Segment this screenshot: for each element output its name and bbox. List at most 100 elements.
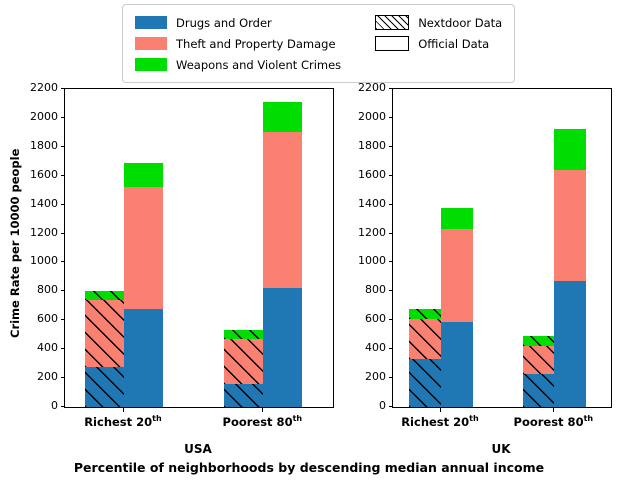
- y-tick-mark: [389, 348, 393, 350]
- legend-label-theft: Theft and Property Damage: [176, 36, 336, 51]
- y-tick-mark: [389, 116, 393, 118]
- y-tick-label: 2200: [358, 81, 386, 94]
- y-tick-label: 1000: [358, 254, 386, 268]
- y-tick-label: 1000: [30, 254, 58, 268]
- y-tick-label: 600: [37, 312, 58, 326]
- y-tick-mark: [61, 406, 65, 407]
- y-tick-label: 400: [365, 341, 386, 355]
- legend-col-sources: Nextdoor Data Official Data: [375, 12, 502, 75]
- subplot-usa: USA 0 200 400 600 800 1000 1200 1400 1600 1800 200…: [18, 81, 336, 476]
- y-tick-mark: [389, 377, 393, 379]
- legend-item-weapons: Weapons and Violent Crimes: [135, 54, 341, 75]
- y-tick-label: 200: [365, 370, 386, 384]
- y-tick-mark: [61, 261, 65, 263]
- y-tick-mark: [389, 406, 393, 407]
- x-tick-label: Richest 20th: [53, 414, 193, 429]
- y-tick-mark: [61, 174, 65, 176]
- x-tick-label-sup: th: [583, 414, 594, 423]
- legend-label-drugs: Drugs and Order: [176, 15, 272, 30]
- y-tick-mark: [61, 377, 65, 379]
- y-tick-label: 1200: [30, 225, 58, 239]
- bar-segment: [409, 308, 441, 319]
- y-tick-mark: [389, 319, 393, 321]
- bar-segment: [409, 359, 441, 407]
- bar-segment: [263, 288, 303, 407]
- y-tick-mark: [389, 232, 393, 234]
- bar-segment: [440, 321, 473, 407]
- y-tick-mark: [61, 116, 65, 118]
- bar-segment: [263, 132, 303, 289]
- y-tick-mark: [61, 232, 65, 234]
- x-tick-label: Poorest 80th: [192, 414, 332, 429]
- bar-segment: [123, 162, 163, 188]
- x-tick-label-text: Poorest 80: [222, 414, 293, 429]
- legend-swatch-theft-icon: [135, 37, 167, 50]
- legend-swatch-drugs-icon: [135, 16, 167, 29]
- y-tick-mark: [389, 174, 393, 176]
- legend-label-weapons: Weapons and Violent Crimes: [176, 57, 342, 72]
- x-tick-label-text: Richest 20: [401, 414, 470, 429]
- bar-segment: [522, 373, 555, 407]
- y-tick-label: 1800: [30, 138, 58, 152]
- x-tick-label: Poorest 80th: [483, 414, 618, 429]
- y-tick-label: 600: [365, 312, 386, 326]
- plot-area-usa: [64, 88, 334, 408]
- y-tick-mark: [61, 145, 65, 147]
- y-tick-mark: [61, 319, 65, 321]
- bar-segment: [409, 318, 441, 360]
- bar-segment: [522, 336, 555, 347]
- y-tick-label: 0: [379, 399, 386, 412]
- y-tick-label: 1600: [30, 167, 58, 181]
- y-tick-mark: [61, 348, 65, 350]
- bar-segment: [224, 383, 264, 407]
- x-axis-title: Percentile of neighborhoods by descendin…: [73, 460, 545, 475]
- y-tick-mark: [389, 261, 393, 263]
- y-tick-mark: [389, 145, 393, 147]
- y-tick-label: 1200: [358, 225, 386, 239]
- legend: Drugs and Order Theft and Property Damag…: [122, 4, 516, 83]
- x-tick-mark: [262, 408, 264, 412]
- legend-swatch-weapons-icon: [135, 58, 167, 71]
- legend-item-nextdoor: Nextdoor Data: [375, 12, 502, 33]
- legend-swatch-official-icon: [375, 36, 410, 51]
- y-tick-label: 1800: [358, 138, 386, 152]
- y-tick-mark: [389, 203, 393, 205]
- legend-label-nextdoor: Nextdoor Data: [418, 15, 503, 30]
- y-tick-label: 1400: [358, 196, 386, 210]
- x-tick-mark: [122, 408, 124, 412]
- y-tick-label: 2000: [358, 109, 386, 123]
- plot-area-uk: [392, 88, 612, 408]
- bar-segment: [224, 330, 264, 340]
- bar-segment: [123, 187, 163, 309]
- y-tick-mark: [61, 203, 65, 205]
- x-tick-mark: [553, 408, 555, 412]
- y-tick-mark: [61, 88, 65, 89]
- x-tick-label-text: Richest 20: [84, 414, 153, 429]
- bar-segment: [554, 169, 586, 282]
- y-tick-mark: [61, 290, 65, 292]
- x-tick-mark: [439, 408, 441, 412]
- y-tick-label: 2200: [30, 81, 58, 94]
- y-tick-mark: [389, 88, 393, 89]
- axis-label-usa: USA: [184, 442, 212, 456]
- bar-segment: [85, 300, 124, 367]
- y-tick-label: 1600: [358, 167, 386, 181]
- x-tick-label-text: Poorest 80: [513, 414, 584, 429]
- legend-label-official: Official Data: [418, 36, 490, 51]
- legend-col-categories: Drugs and Order Theft and Property Damag…: [135, 12, 341, 75]
- x-tick-label-sup: th: [152, 414, 162, 423]
- legend-item-theft: Theft and Property Damage: [135, 33, 341, 54]
- bar-segment: [440, 229, 473, 322]
- y-tick-label: 0: [51, 399, 58, 412]
- bar-segment: [522, 346, 555, 374]
- bar-segment: [85, 366, 124, 407]
- legend-item-official: Official Data: [375, 33, 502, 54]
- y-tick-label: 2000: [30, 109, 58, 123]
- y-tick-label: 800: [37, 283, 58, 297]
- axis-label-uk: UK: [491, 442, 511, 456]
- bar-segment: [85, 291, 124, 301]
- legend-item-drugs: Drugs and Order: [135, 12, 341, 33]
- x-tick-label: Richest 20th: [370, 414, 510, 429]
- y-tick-label: 200: [37, 370, 58, 384]
